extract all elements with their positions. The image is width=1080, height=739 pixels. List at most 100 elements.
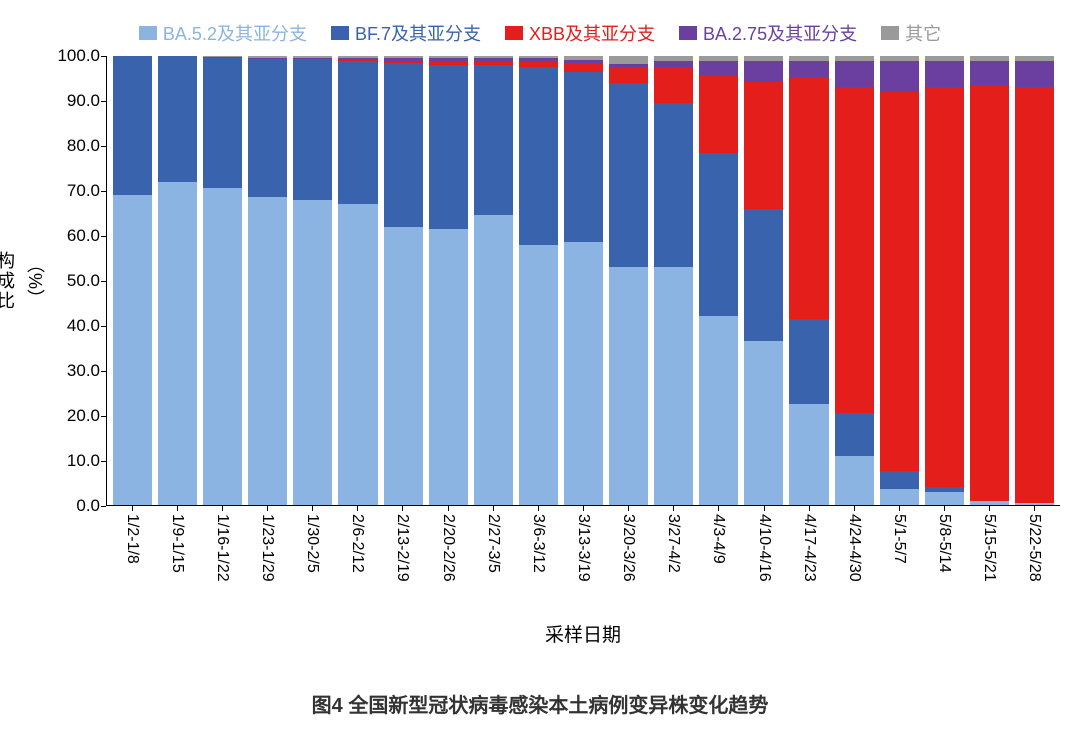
bar <box>519 56 558 505</box>
bar-segment-bf7 <box>789 319 828 404</box>
bar-segment-bf7 <box>248 59 287 197</box>
bar-segment-ba52 <box>699 316 738 505</box>
legend-item: BA.2.75及其亚分支 <box>679 20 857 46</box>
bar-segment-bf7 <box>338 61 377 205</box>
bar-segment-bf7 <box>835 413 874 456</box>
bar <box>789 56 828 505</box>
x-tick-mark <box>718 506 719 511</box>
y-tick-label: 80.0 <box>67 136 100 156</box>
x-tick-label: 2/6-2/12 <box>348 514 366 573</box>
legend-label: 其它 <box>905 20 941 46</box>
bar-segment-ba275 <box>789 61 828 79</box>
bar-segment-ba52 <box>248 197 287 505</box>
bar-segment-xbb <box>1015 87 1054 502</box>
x-tick: 1/30-2/5 <box>293 506 332 616</box>
bar-segment-ba275 <box>970 61 1009 86</box>
x-tick: 1/9-1/15 <box>157 506 196 616</box>
legend-item: XBB及其亚分支 <box>505 20 655 46</box>
bar-segment-bf7 <box>880 471 919 489</box>
bar-segment-ba52 <box>113 195 152 505</box>
x-tick: 1/16-1/22 <box>202 506 241 616</box>
bar-segment-ba275 <box>880 61 919 92</box>
bar <box>609 56 648 505</box>
x-tick-mark <box>312 506 313 511</box>
bar-segment-ba275 <box>1015 61 1054 88</box>
bar-segment-xbb <box>744 81 783 209</box>
x-tick-mark <box>357 506 358 511</box>
bar <box>970 56 1009 505</box>
bar-segment-ba52 <box>338 204 377 505</box>
x-axis-ticks: 1/2-1/8 1/9-1/15 1/16-1/22 1/23-1/29 1/30-2/… <box>106 506 1060 616</box>
bar <box>1015 56 1054 505</box>
x-tick-mark <box>493 506 494 511</box>
x-tick: 1/2-1/8 <box>112 506 151 616</box>
bar-segment-xbb <box>654 67 693 103</box>
bar-segment-bf7 <box>293 59 332 200</box>
bar-segment-bf7 <box>158 56 197 182</box>
bar-segment-bf7 <box>744 209 783 341</box>
bar-segment-bf7 <box>564 72 603 243</box>
bar <box>654 56 693 505</box>
x-tick-label: 1/23-1/29 <box>258 514 276 582</box>
x-tick-label: 4/3-4/9 <box>709 514 727 564</box>
y-axis-label: 构成比 <box>0 251 18 311</box>
legend-swatch <box>505 26 523 40</box>
x-tick-label: 1/16-1/22 <box>213 514 231 582</box>
x-tick: 2/6-2/12 <box>338 506 377 616</box>
x-tick: 4/24-4/30 <box>834 506 873 616</box>
x-tick: 3/27-4/2 <box>654 506 693 616</box>
x-tick: 5/22-5/28 <box>1015 506 1054 616</box>
x-tick-mark <box>402 506 403 511</box>
x-tick: 2/20-2/26 <box>428 506 467 616</box>
bar-segment-bf7 <box>429 65 468 229</box>
bar-segment-bf7 <box>699 153 738 317</box>
y-tick-mark <box>101 506 106 507</box>
x-tick-mark <box>583 506 584 511</box>
x-tick-label: 3/20-3/26 <box>619 514 637 582</box>
bar-segment-other <box>609 56 648 64</box>
x-axis: 1/2-1/8 1/9-1/15 1/16-1/22 1/23-1/29 1/30-2/… <box>20 506 1060 616</box>
y-tick-label: 100.0 <box>57 46 100 66</box>
bar-segment-bf7 <box>384 63 423 227</box>
bar-segment-ba275 <box>744 61 783 81</box>
x-tick: 5/15-5/21 <box>970 506 1009 616</box>
variant-trend-chart: BA.5.2及其亚分支BF.7及其亚分支XBB及其亚分支BA.2.75及其亚分支… <box>20 20 1060 718</box>
x-tick-mark <box>222 506 223 511</box>
bar <box>835 56 874 505</box>
x-tick-label: 2/20-2/26 <box>439 514 457 582</box>
bar-segment-bf7 <box>609 83 648 267</box>
bar <box>384 56 423 505</box>
bar-segment-ba52 <box>880 489 919 505</box>
bar-segment-ba52 <box>203 188 242 505</box>
x-tick-mark <box>989 506 990 511</box>
bar <box>248 56 287 505</box>
x-tick: 2/13-2/19 <box>383 506 422 616</box>
y-axis-title-col: 构成比 （%） <box>20 56 50 506</box>
bar-segment-xbb <box>925 87 964 487</box>
x-tick-mark <box>809 506 810 511</box>
bar-segment-ba52 <box>925 492 964 505</box>
bar-segment-ba52 <box>609 267 648 505</box>
y-tick-label: 50.0 <box>67 271 100 291</box>
chart-caption: 图4 全国新型冠状病毒感染本土病例变异株变化趋势 <box>20 689 1060 718</box>
bar-segment-ba52 <box>970 501 1009 505</box>
y-tick-label: 40.0 <box>67 316 100 336</box>
x-tick-label: 2/13-2/19 <box>393 514 411 582</box>
bar <box>203 56 242 505</box>
x-tick-label: 1/9-1/15 <box>168 514 186 573</box>
x-tick-label: 4/24-4/30 <box>845 514 863 582</box>
x-tick: 3/13-3/19 <box>563 506 602 616</box>
x-tick-label: 1/2-1/8 <box>123 514 141 564</box>
bar-segment-ba275 <box>925 61 964 88</box>
y-tick-label: 30.0 <box>67 361 100 381</box>
y-tick-label: 70.0 <box>67 181 100 201</box>
bar-segment-ba52 <box>835 456 874 505</box>
bar-segment-ba275 <box>654 61 693 68</box>
x-tick-mark <box>764 506 765 511</box>
legend-label: BA.2.75及其亚分支 <box>703 20 857 46</box>
bar-segment-xbb <box>970 85 1009 500</box>
bar-segment-ba52 <box>744 341 783 505</box>
x-tick-label: 4/10-4/16 <box>755 514 773 582</box>
bar-segment-ba52 <box>158 182 197 505</box>
bar-segment-ba275 <box>699 61 738 77</box>
